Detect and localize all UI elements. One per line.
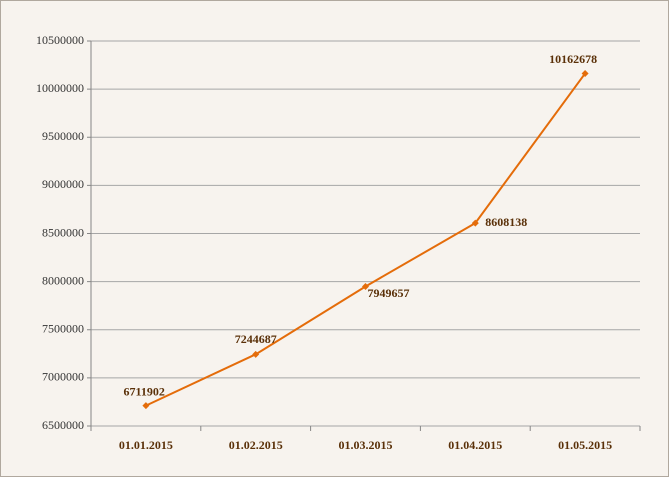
y-tick-label: 10000000 bbox=[36, 81, 84, 95]
value-label: 10162678 bbox=[549, 52, 597, 66]
y-tick-label: 9500000 bbox=[42, 129, 84, 143]
x-tick-label: 01.04.2015 bbox=[448, 438, 502, 452]
point bbox=[581, 69, 589, 77]
value-label: 6711902 bbox=[124, 384, 165, 398]
y-tick-label: 9000000 bbox=[42, 177, 84, 191]
value-label: 8608138 bbox=[485, 215, 527, 229]
x-tick-label: 01.01.2015 bbox=[119, 438, 173, 452]
point bbox=[142, 402, 150, 410]
x-tick-label: 01.05.2015 bbox=[558, 438, 612, 452]
y-tick-label: 7000000 bbox=[42, 370, 84, 384]
point bbox=[362, 282, 369, 290]
value-label: 7949657 bbox=[368, 286, 410, 300]
y-tick-label: 7500000 bbox=[42, 322, 84, 336]
y-tick-label: 8500000 bbox=[42, 225, 84, 239]
point bbox=[471, 219, 479, 227]
y-tick-label: 10500000 bbox=[36, 33, 84, 47]
value-label: 7244687 bbox=[235, 332, 277, 346]
y-tick-label: 8000000 bbox=[42, 273, 84, 287]
point bbox=[252, 350, 260, 358]
y-tick-label: 6500000 bbox=[42, 418, 84, 432]
x-tick-label: 01.03.2015 bbox=[339, 438, 393, 452]
x-tick-label: 01.02.2015 bbox=[229, 438, 283, 452]
